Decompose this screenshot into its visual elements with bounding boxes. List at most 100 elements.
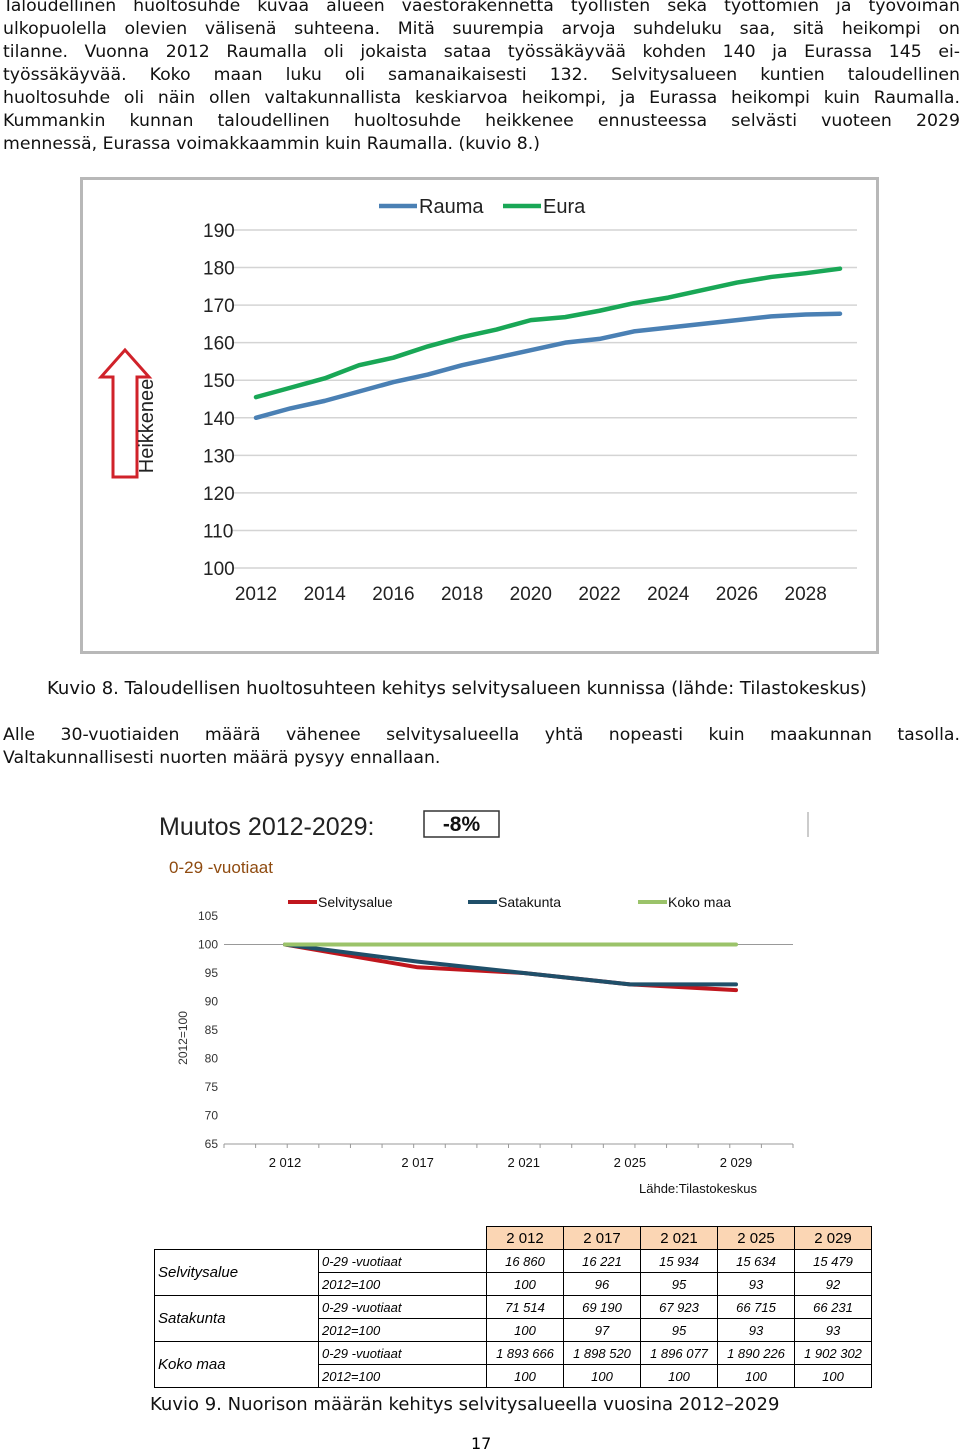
- source-label: Lähde:Tilastokeskus: [639, 1181, 758, 1196]
- table-cell: 1 893 666: [486, 1341, 564, 1365]
- page-number: 17: [471, 1434, 492, 1453]
- x-tick-label: 2 017: [401, 1155, 434, 1170]
- intro-paragraph: Taloudellinen huoltosuhde kuvaa alueen v…: [3, 0, 960, 156]
- table-cell: 69 190: [563, 1295, 641, 1319]
- change-value-box: [423, 810, 500, 838]
- table-cell: 16 221: [563, 1249, 641, 1273]
- change-value: -8%: [443, 813, 481, 836]
- x-tick-label: 2026: [716, 584, 758, 605]
- intro-line: huoltosuhde oli näin ollen valtakunnalli…: [3, 88, 960, 108]
- y-tick-label: 80: [205, 1052, 219, 1066]
- y-tick-label: 150: [203, 371, 235, 392]
- y-tick-label: 100: [198, 938, 218, 952]
- year-header: 2 029: [794, 1226, 872, 1250]
- table-cell: 93: [794, 1318, 872, 1342]
- row-label: 2012=100: [318, 1272, 487, 1296]
- group-label: Selvitysalue: [154, 1249, 319, 1296]
- x-tick-label: 2012: [235, 584, 277, 605]
- table-cell: 100: [486, 1272, 564, 1296]
- year-header: 2 012: [486, 1226, 564, 1250]
- table-cell: 66 231: [794, 1295, 872, 1319]
- table-cell: 66 715: [717, 1295, 795, 1319]
- figure8-caption: Kuvio 8. Taloudellisen huoltosuhteen keh…: [47, 678, 867, 699]
- row-label: 0-29 -vuotiaat: [318, 1341, 487, 1365]
- series-line-eura: [253, 266, 843, 400]
- table-cell: 15 479: [794, 1249, 872, 1273]
- group-label: Satakunta: [154, 1295, 319, 1342]
- y-tick-label: 75: [205, 1080, 219, 1094]
- intro-line: ulkopuolella olevien välisenä suhteena. …: [3, 19, 960, 39]
- table-cell: 92: [794, 1272, 872, 1296]
- x-tick-label: 2018: [441, 584, 483, 605]
- table-cell: 93: [717, 1318, 795, 1342]
- row-label: 2012=100: [318, 1318, 487, 1342]
- legend-label: Satakunta: [498, 894, 561, 910]
- table-cell: 100: [717, 1364, 795, 1388]
- table-cell: 100: [794, 1364, 872, 1388]
- y-tick-label: 105: [198, 909, 218, 923]
- legend-label: Eura: [543, 196, 586, 218]
- table-cell: 1 890 226: [717, 1341, 795, 1365]
- youth-paragraph: Alle 30-vuotiaiden määrä vähenee selvity…: [3, 724, 960, 770]
- table-cell: 100: [486, 1318, 564, 1342]
- y-tick-label: 65: [205, 1137, 219, 1151]
- table-cell: 95: [640, 1272, 718, 1296]
- table-row: Selvitysalue 0-29 -vuotiaat 16 860 16 221 15…: [154, 1249, 872, 1296]
- y-tick-label: 70: [205, 1109, 219, 1123]
- table-row: 2012=100 100 100 100 100 100: [155, 1364, 872, 1388]
- table-cell: 1 898 520: [563, 1341, 641, 1365]
- table-cell: 100: [486, 1364, 564, 1388]
- x-tick-label: 2 021: [507, 1155, 540, 1170]
- table-header-row: 2 012 2 017 2 021 2 025 2 029: [155, 1226, 872, 1250]
- chart-subtitle: 0-29 -vuotiaat: [169, 858, 273, 877]
- table-cell: 16 860: [486, 1249, 564, 1273]
- legend-label: Koko maa: [668, 894, 731, 910]
- y-tick-label: 170: [203, 296, 235, 317]
- y-tick-label: 90: [205, 995, 219, 1009]
- x-tick-label: 2014: [304, 584, 347, 605]
- table-cell: 97: [563, 1318, 641, 1342]
- legend-label: Selvitysalue: [318, 894, 393, 910]
- x-tick-label: 2 025: [614, 1155, 647, 1170]
- change-title: Muutos 2012-2029:: [159, 813, 374, 841]
- x-tick-label: 2022: [578, 584, 620, 605]
- x-tick-label: 2 029: [720, 1155, 753, 1170]
- intro-line: Kummankin kunnan taloudellinen huoltosuh…: [3, 111, 960, 131]
- y-tick-label: 130: [203, 446, 235, 467]
- youth-table: 2 012 2 017 2 021 2 025 2 029 Selvitysalue 0-2…: [154, 1226, 872, 1388]
- table-cell: 100: [563, 1364, 641, 1388]
- year-header: 2 025: [717, 1226, 795, 1250]
- y-tick-label: 190: [203, 221, 235, 242]
- table-cell: 1 902 302: [794, 1341, 872, 1365]
- table-cell: 96: [563, 1272, 641, 1296]
- year-header: 2 017: [563, 1226, 641, 1250]
- arrow-label: Heikkenee: [136, 379, 158, 474]
- x-tick-label: 2 012: [269, 1155, 302, 1170]
- y-tick-label: 110: [203, 521, 233, 542]
- group-label: Koko maa: [154, 1341, 319, 1388]
- table-row: Koko maa 0-29 -vuotiaat 1 893 666 1 898 520…: [154, 1341, 872, 1388]
- table-row: Satakunta 0-29 -vuotiaat 71 514 69 190 67 92…: [154, 1295, 872, 1342]
- table-cell: 100: [640, 1364, 718, 1388]
- worsening-arrow: Heikkenee: [97, 347, 158, 479]
- x-tick-label: 2016: [372, 584, 414, 605]
- row-label: 0-29 -vuotiaat: [318, 1295, 487, 1319]
- legend-label: Rauma: [419, 196, 484, 218]
- youth-line: Valtakunnallisesti nuorten määrä pysyy e…: [3, 748, 441, 768]
- intro-line: työssäkäyvää. Koko maan luku oli samanai…: [3, 65, 960, 85]
- table-row: 2012=100 100 97 95 93 93: [155, 1318, 872, 1342]
- y-tick-label: 100: [203, 559, 235, 580]
- row-label: 2012=100: [318, 1364, 487, 1388]
- series-line-rauma: [253, 311, 843, 421]
- dependency-ratio-chart: 100 110 120 130 140 150 160 170 180 190 2012 2014 2…: [80, 177, 879, 654]
- series-line-satakunta: [283, 942, 738, 987]
- table-cell: 15 634: [717, 1249, 795, 1273]
- youth-population-chart: Muutos 2012-2029: -8% 0-29 -vuotiaat 201…: [159, 810, 809, 1196]
- table-cell: 1 896 077: [640, 1341, 718, 1365]
- y-tick-label: 140: [203, 409, 235, 430]
- table-cell: 93: [717, 1272, 795, 1296]
- table-cell: 95: [640, 1318, 718, 1342]
- y-tick-label: 180: [203, 259, 235, 280]
- row-label: 0-29 -vuotiaat: [318, 1249, 487, 1273]
- table-cell: 67 923: [640, 1295, 718, 1319]
